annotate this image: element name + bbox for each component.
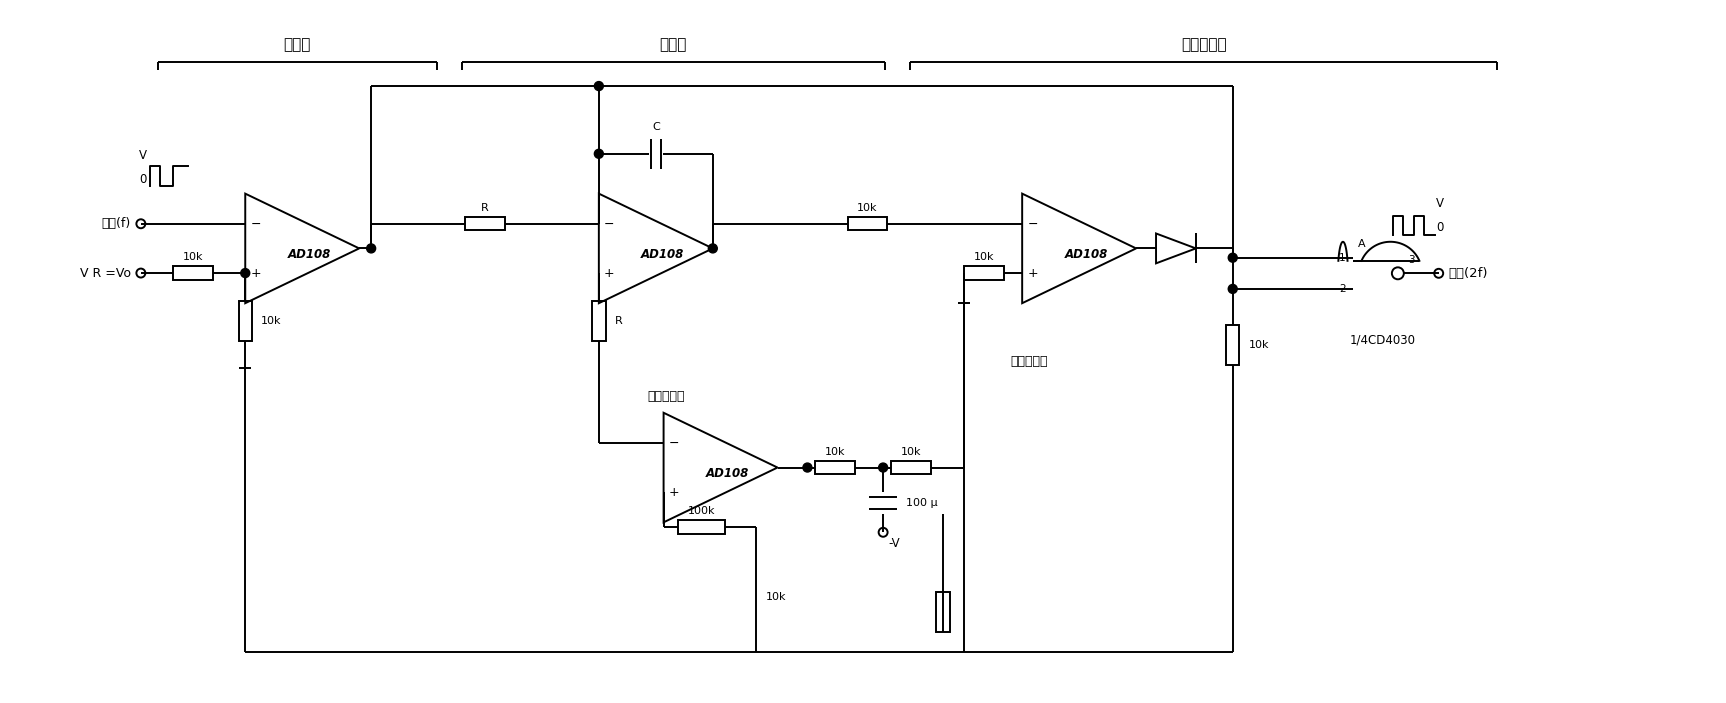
Text: 反馈放大器: 反馈放大器 (647, 389, 685, 403)
Text: 10k: 10k (1248, 340, 1269, 350)
Text: 积分器: 积分器 (659, 37, 687, 52)
Text: 输入(f): 输入(f) (102, 217, 131, 231)
Text: 0: 0 (140, 173, 147, 186)
Text: AD108: AD108 (288, 248, 331, 261)
Bar (847, 217, 887, 231)
Text: 10k: 10k (766, 592, 787, 602)
Bar (238, 301, 252, 341)
Circle shape (366, 244, 376, 253)
Text: $+$: $+$ (1027, 266, 1037, 280)
Text: -V: -V (889, 537, 899, 550)
Text: 10k: 10k (261, 316, 281, 326)
Circle shape (240, 269, 250, 278)
Circle shape (1229, 253, 1238, 262)
Text: 1/4CD4030: 1/4CD4030 (1350, 333, 1415, 346)
Text: $-$: $-$ (668, 437, 678, 449)
Text: $+$: $+$ (602, 266, 614, 280)
Bar (935, 592, 949, 632)
Text: $-$: $-$ (604, 217, 614, 231)
Text: V: V (138, 149, 147, 162)
Bar (1225, 325, 1239, 365)
Text: 3: 3 (1408, 255, 1414, 265)
Text: C: C (652, 122, 659, 132)
Text: $+$: $+$ (250, 266, 261, 280)
Text: 1: 1 (1339, 252, 1346, 263)
Bar (965, 266, 1005, 280)
Bar (464, 217, 506, 231)
Text: 10k: 10k (973, 252, 994, 262)
Text: 10k: 10k (825, 447, 846, 457)
Text: R: R (482, 203, 488, 213)
Bar (173, 266, 212, 280)
Text: AD108: AD108 (1065, 248, 1108, 261)
Text: $+$: $+$ (668, 486, 678, 498)
Circle shape (594, 82, 604, 91)
Text: $-$: $-$ (1027, 217, 1037, 231)
Text: A: A (1358, 239, 1365, 249)
Text: AD108: AD108 (706, 467, 749, 480)
Text: R: R (614, 316, 623, 326)
Text: 100 μ: 100 μ (906, 498, 937, 508)
Text: 10k: 10k (901, 447, 922, 457)
Text: 0: 0 (1436, 221, 1443, 235)
Text: 输出(2f): 输出(2f) (1448, 267, 1488, 280)
Text: AD108: AD108 (640, 248, 685, 261)
Bar (678, 520, 725, 534)
Text: V: V (1436, 197, 1443, 209)
Circle shape (803, 463, 811, 472)
Text: $-$: $-$ (250, 217, 261, 231)
Bar (592, 301, 606, 341)
Bar (891, 460, 930, 475)
Text: V R =Vo: V R =Vo (79, 266, 131, 280)
Text: 100k: 100k (687, 506, 715, 517)
Text: 10k: 10k (183, 252, 204, 262)
Text: 反馈滤波器: 反馈滤波器 (1011, 355, 1048, 368)
Bar (815, 460, 854, 475)
Circle shape (879, 463, 887, 472)
Text: 10k: 10k (858, 203, 879, 213)
Circle shape (708, 244, 718, 253)
Text: 过零检波器: 过零检波器 (1181, 37, 1227, 52)
Text: 2: 2 (1339, 284, 1346, 294)
Text: 比较器: 比较器 (283, 37, 311, 52)
Circle shape (594, 149, 604, 158)
Circle shape (1229, 285, 1238, 293)
